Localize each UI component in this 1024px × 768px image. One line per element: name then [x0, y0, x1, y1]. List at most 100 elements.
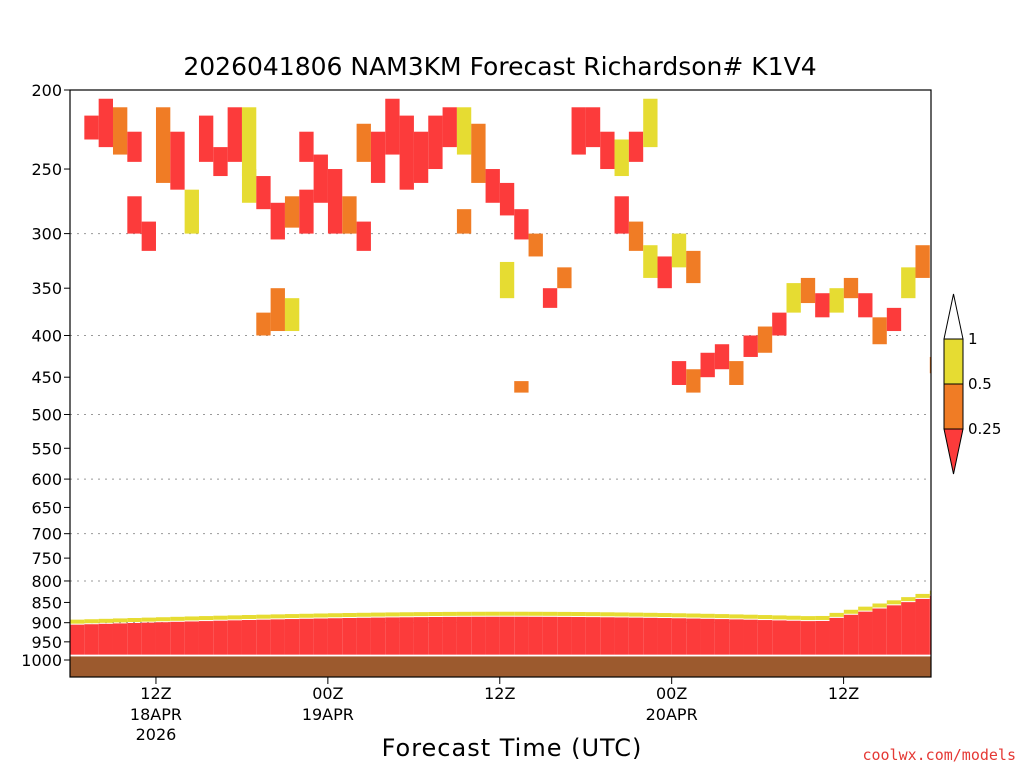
boundary-cell [743, 619, 758, 655]
y-tick-label: 750 [31, 549, 62, 568]
heatmap-cell [112, 107, 128, 155]
heatmap-cell [413, 131, 429, 183]
plot-background [70, 90, 931, 677]
heatmap-cell [241, 169, 257, 203]
y-tick-label: 600 [31, 470, 62, 489]
plot-area [69, 89, 932, 678]
y-axis: 200 250 300 350 400 450 500 550 600 650 700 750 800 8… [21, 81, 70, 670]
y-tick-label: 850 [31, 593, 62, 612]
boundary-cell [915, 598, 930, 655]
boundary-cell [442, 616, 457, 655]
boundary-edge-cell [743, 614, 758, 619]
boundary-cell [198, 621, 214, 655]
heatmap-cell [127, 131, 142, 162]
legend-swatch-0-5-1 [943, 338, 964, 385]
y-tick-label: 500 [31, 406, 62, 425]
boundary-cell [514, 616, 529, 655]
heatmap-cell [327, 169, 343, 234]
y-tick-label: 700 [31, 525, 62, 544]
boundary-edge-cell [385, 612, 400, 617]
boundary-edge-cell [786, 615, 801, 620]
heatmap-cell [456, 209, 472, 234]
heatmap-cell [499, 261, 515, 299]
boundary-cell [184, 621, 199, 655]
boundary-cell [84, 624, 99, 655]
boundary-edge-cell [657, 613, 672, 618]
boundary-edge-cell [428, 612, 443, 617]
boundary-edge-cell [829, 612, 844, 617]
boundary-cell [901, 602, 916, 655]
boundary-cell [815, 620, 830, 655]
x-tick-date: 20APR [646, 705, 698, 724]
heatmap-cell [98, 98, 113, 148]
boundary-cell [342, 618, 357, 655]
x-tick-label: 00Z [656, 684, 687, 703]
boundary-edge-cell [184, 616, 199, 621]
boundary-edge-cell [127, 618, 142, 623]
heatmap-cell [600, 131, 615, 170]
heatmap-cell [643, 98, 658, 148]
heatmap-cell [499, 182, 515, 216]
boundary-edge-cell [714, 614, 730, 619]
heatmap-cell [628, 221, 644, 251]
heatmap-cell [256, 312, 271, 336]
heatmap-cell [628, 131, 644, 162]
heatmap-cell [428, 115, 443, 170]
boundary-edge-cell [170, 616, 185, 621]
boundary-cell [313, 618, 328, 655]
ground-band [70, 656, 931, 677]
heatmap-cell [270, 288, 285, 332]
boundary-edge-cell [557, 611, 572, 616]
heatmap-cell [356, 123, 371, 162]
boundary-edge-cell [155, 617, 171, 622]
y-tick-label: 300 [31, 225, 62, 244]
boundary-edge-cell [198, 616, 214, 621]
boundary-edge-cell [485, 611, 500, 616]
boundary-edge-cell [858, 606, 873, 611]
boundary-cell [428, 617, 443, 655]
heatmap-cell [829, 288, 844, 313]
boundary-edge-cell [671, 613, 687, 618]
boundary-edge-cell [70, 619, 85, 624]
boundary-cell [585, 617, 601, 655]
boundary-edge-cell [456, 611, 472, 616]
boundary-edge-cell [528, 611, 543, 616]
heatmap-cell [227, 107, 242, 162]
heatmap-cell [241, 107, 257, 177]
boundary-cell [299, 618, 314, 655]
x-tick-label: 12Z [484, 684, 515, 703]
y-tick-label: 1000 [21, 651, 62, 670]
boundary-cell [858, 611, 873, 655]
boundary-cell [471, 616, 486, 655]
boundary-edge-cell [886, 600, 902, 605]
boundary-edge-cell [585, 612, 601, 617]
y-tick-label: 550 [31, 439, 62, 458]
boundary-edge-cell [356, 612, 371, 617]
boundary-cell [757, 620, 773, 655]
heatmap-cell [729, 361, 744, 385]
boundary-edge-cell [284, 614, 300, 619]
boundary-cell [872, 608, 887, 655]
y-tick-label: 950 [31, 633, 62, 652]
heatmap-cell [84, 115, 99, 140]
boundary-edge-cell [471, 611, 486, 616]
boundary-edge-cell [399, 612, 414, 617]
boundary-edge-cell [628, 612, 644, 617]
y-tick-label: 200 [31, 81, 62, 100]
boundary-cell [657, 618, 672, 655]
x-tick-date: 19APR [302, 705, 354, 724]
boundary-cell [155, 622, 171, 655]
heatmap-cell [657, 256, 672, 289]
heatmap-cell [686, 369, 701, 393]
boundary-cell [284, 619, 300, 655]
boundary-cell [686, 618, 701, 655]
heatmap-cell [456, 107, 472, 155]
heatmap-cell [671, 233, 687, 268]
heatmap-cell [585, 107, 601, 148]
boundary-cell [227, 620, 242, 655]
boundary-edge-cell [800, 616, 816, 621]
heatmap-cell [170, 131, 185, 190]
boundary-edge-cell [700, 613, 715, 618]
boundary-cell [170, 621, 185, 655]
heatmap-cell [686, 250, 701, 284]
